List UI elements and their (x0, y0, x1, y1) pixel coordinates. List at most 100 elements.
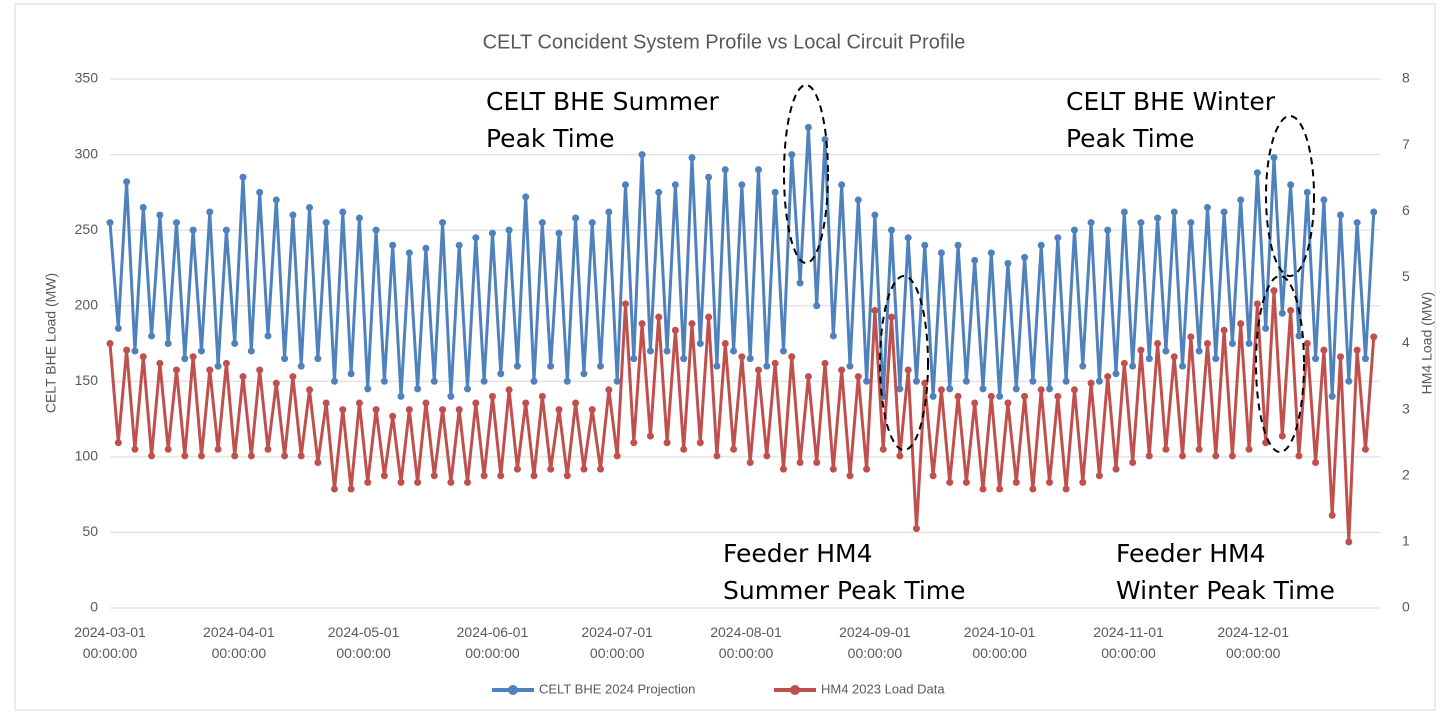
data-point (896, 385, 904, 393)
data-point (888, 226, 896, 234)
y-tick-label: 150 (75, 372, 99, 388)
data-point (231, 340, 239, 347)
data-point (173, 219, 181, 227)
data-point (364, 478, 372, 486)
data-point (123, 178, 131, 186)
data-point (164, 445, 172, 453)
data-point (239, 173, 247, 181)
data-point (1328, 511, 1336, 519)
x-tick-label: 2024-11-01 00:00:00 (1093, 624, 1164, 661)
data-point (405, 249, 413, 257)
data-point (954, 241, 962, 249)
data-point (962, 377, 970, 385)
data-point (680, 355, 688, 363)
data-point (538, 219, 546, 227)
data-point (1095, 377, 1103, 385)
data-point (1295, 452, 1303, 460)
data-point (1029, 485, 1037, 493)
data-point (264, 445, 272, 453)
data-point (696, 340, 704, 347)
data-point (1170, 208, 1178, 216)
data-point (1054, 234, 1062, 242)
data-point (572, 399, 580, 407)
data-point (1187, 219, 1195, 227)
data-point (339, 406, 347, 414)
data-point (1312, 459, 1320, 467)
data-point (630, 355, 638, 363)
data-point (1070, 386, 1078, 394)
data-point (572, 214, 580, 222)
data-point (1054, 392, 1062, 400)
data-point (1021, 392, 1029, 400)
data-point (472, 399, 480, 407)
data-point (597, 465, 605, 473)
y2-tick-label: 1 (1402, 533, 1410, 549)
data-point (522, 193, 530, 201)
data-point (580, 370, 588, 378)
data-point (1162, 347, 1170, 355)
x-tick-label: 2024-12-01 00:00:00 (1217, 624, 1289, 661)
data-point (256, 188, 264, 196)
data-point (730, 347, 738, 355)
data-point (738, 353, 746, 361)
data-point (1095, 472, 1103, 480)
data-point (189, 226, 197, 234)
data-point (1361, 445, 1369, 453)
data-point (148, 332, 156, 340)
annotation: Peak Time (1066, 124, 1195, 153)
data-point (197, 347, 205, 355)
y2-tick-label: 4 (1402, 334, 1410, 350)
data-point (580, 465, 588, 473)
data-point (455, 241, 463, 249)
data-point (455, 406, 463, 414)
data-point (1179, 452, 1187, 460)
x-tick-label: 2024-09-01 00:00:00 (839, 624, 911, 661)
data-point (688, 154, 696, 162)
data-point (1320, 196, 1328, 204)
data-point (1228, 452, 1236, 460)
data-point (746, 459, 754, 467)
data-point (1237, 320, 1245, 328)
data-point (1228, 340, 1236, 347)
data-point (472, 234, 480, 242)
data-point (846, 362, 854, 370)
data-point (1012, 478, 1020, 486)
data-point (1137, 219, 1145, 227)
data-point (1220, 208, 1228, 216)
y2-axis-label: HM4 Load (MW) (1419, 292, 1435, 395)
data-point (214, 362, 222, 370)
data-point (1303, 188, 1311, 196)
data-point (322, 399, 330, 407)
data-point (813, 302, 821, 310)
data-point (488, 392, 496, 400)
data-point (389, 241, 397, 249)
data-point (281, 355, 289, 363)
y2-tick-label: 6 (1402, 202, 1410, 218)
data-point (971, 256, 979, 264)
annotation: Feeder HM4 (723, 539, 873, 568)
data-point (530, 472, 538, 480)
data-point (114, 439, 122, 447)
data-point (1129, 459, 1137, 467)
data-point (821, 359, 829, 367)
data-point (946, 385, 954, 393)
data-point (1253, 300, 1261, 308)
data-point (1195, 347, 1203, 355)
data-point (156, 359, 164, 367)
data-point (663, 347, 671, 355)
data-point (372, 406, 380, 414)
data-point (1070, 226, 1078, 234)
data-point (222, 226, 230, 234)
data-point (1004, 259, 1012, 267)
data-point (1353, 346, 1361, 354)
data-point (355, 399, 363, 407)
data-point (1353, 219, 1361, 227)
data-point (588, 219, 596, 227)
data-point (771, 188, 779, 196)
data-point (1087, 219, 1095, 227)
data-point (464, 385, 472, 393)
data-point (1312, 355, 1320, 363)
x-tick-label: 2024-06-01 00:00:00 (457, 624, 529, 661)
data-point (838, 366, 846, 374)
data-point (829, 465, 837, 473)
